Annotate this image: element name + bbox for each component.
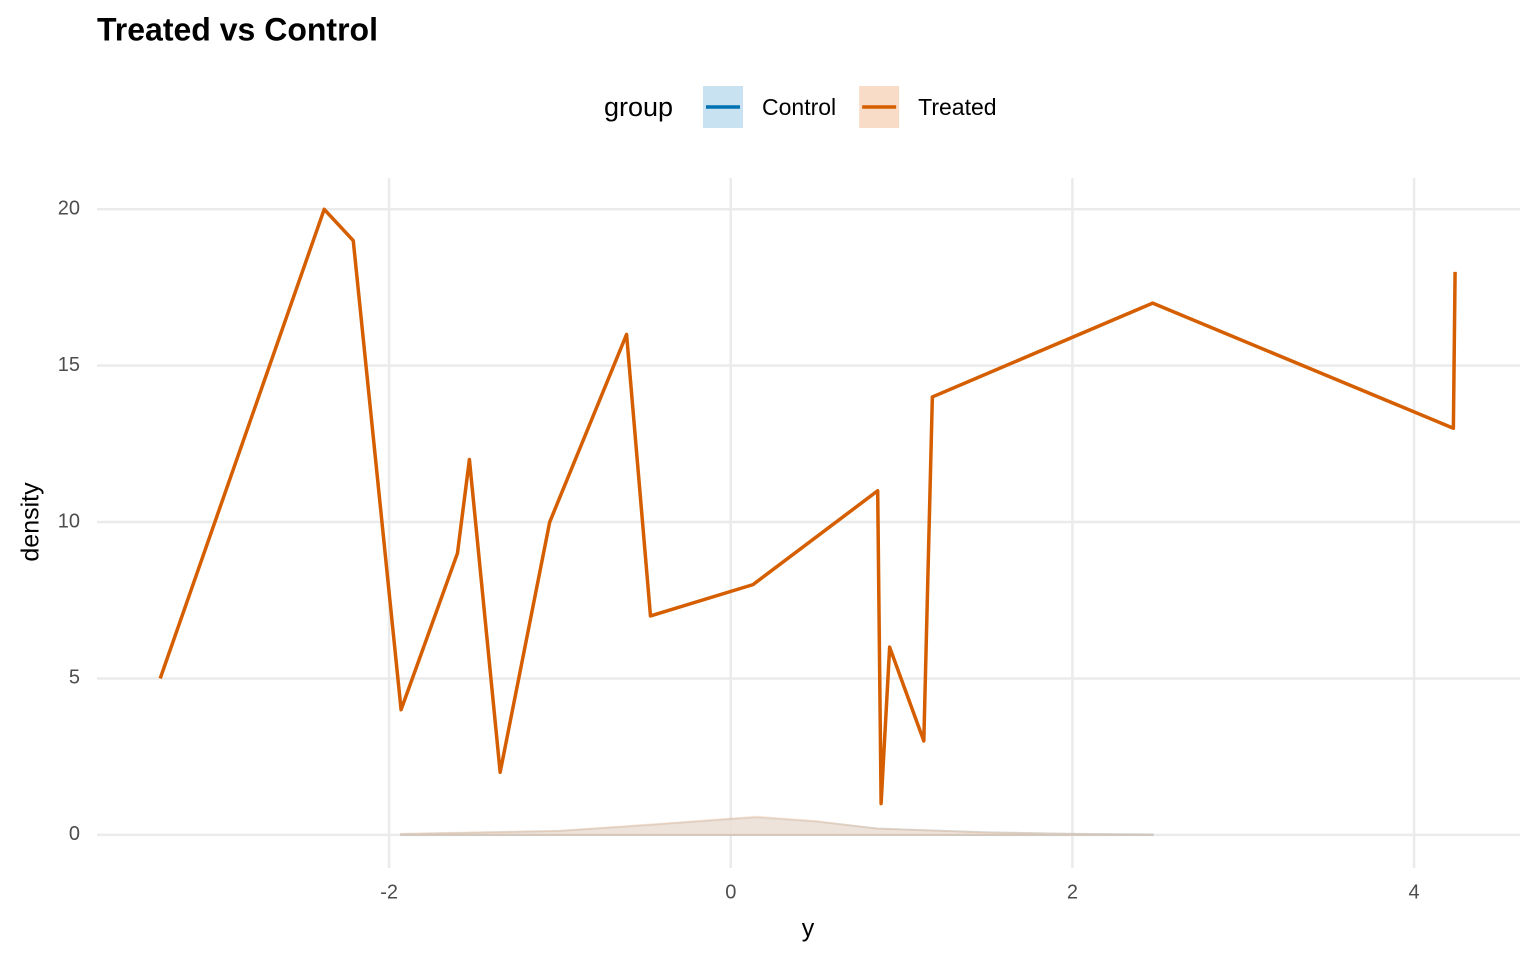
x-tick-label: -2: [380, 881, 398, 903]
x-tick-label: 4: [1409, 881, 1420, 903]
y-tick-label: 5: [69, 667, 80, 689]
y-tick-label: 15: [58, 354, 80, 376]
y-tick-label: 0: [69, 823, 80, 845]
chart-title: Treated vs Control: [97, 11, 378, 47]
legend-label: Control: [762, 94, 836, 120]
density-area: [400, 815, 1154, 836]
legend-title: group: [604, 92, 673, 122]
y-tick-label: 10: [58, 510, 80, 532]
y-tick-label: 20: [58, 198, 80, 220]
legend-label: Treated: [918, 94, 996, 120]
x-tick-label: 2: [1067, 881, 1078, 903]
x-tick-label: 0: [725, 881, 736, 903]
y-axis-title: density: [17, 482, 45, 562]
series-line: [158, 207, 1457, 806]
x-axis-title: y: [802, 915, 815, 943]
